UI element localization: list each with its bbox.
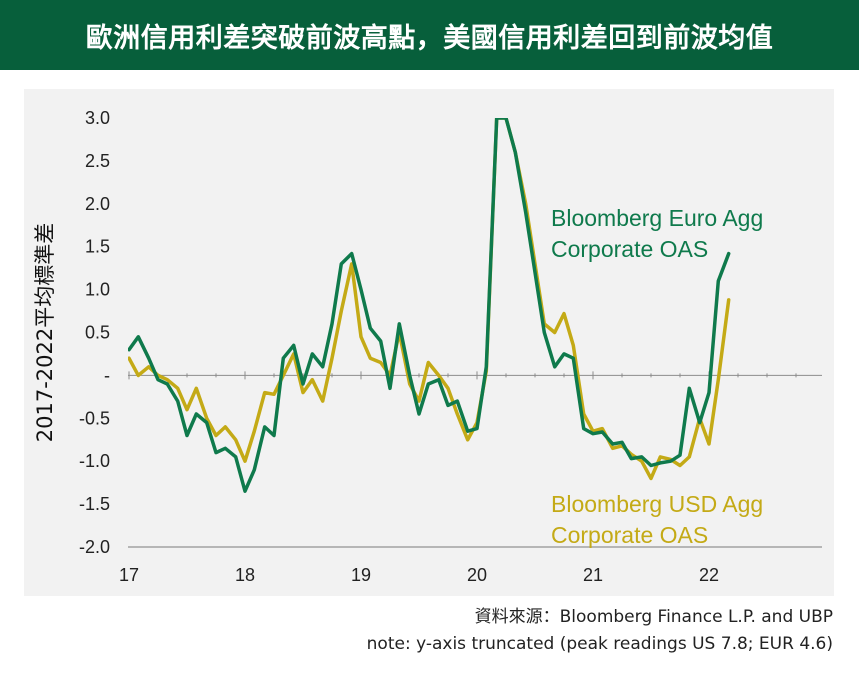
- y-axis-label: 2017-2022平均標準差: [33, 223, 57, 442]
- x-tick-label: 18: [235, 565, 255, 585]
- page-title: 歐洲信用利差突破前波高點，美國信用利差回到前波均值: [85, 22, 774, 54]
- y-tick-label: -1.5: [79, 494, 110, 514]
- axes-layer: 3.0 2.5 2.0 1.5 1.0 0.5 - -0.5 -1.0 -1.5 -2.0 17 18 1…: [33, 108, 822, 585]
- x-tick-label: 20: [467, 565, 487, 585]
- truncation-note: note: y-axis truncated (peak readings US…: [366, 634, 833, 654]
- series-label-line: Corporate OAS: [551, 236, 708, 262]
- y-tick-label: 0.5: [85, 323, 110, 343]
- y-tick-label: -1.0: [79, 451, 110, 471]
- chart-panel: 3.0 2.5 2.0 1.5 1.0 0.5 - -0.5 -1.0 -1.5 -2.0 17 18 1…: [24, 89, 834, 596]
- source-note: 資料來源：Bloomberg Finance L.P. and UBP: [474, 607, 833, 627]
- spread-line-chart: 3.0 2.5 2.0 1.5 1.0 0.5 - -0.5 -1.0 -1.5 -2.0 17 18 1…: [33, 108, 822, 585]
- y-tick-label: 1.0: [85, 280, 110, 300]
- x-tick-label: 19: [351, 565, 371, 585]
- series-label-euro: Bloomberg Euro Agg Corporate OAS: [551, 205, 763, 262]
- x-tick-label: 22: [699, 565, 719, 585]
- y-tick-label: 2.0: [85, 194, 110, 214]
- series-label-line: Bloomberg USD Agg: [551, 491, 763, 517]
- chart-footer: 資料來源：Bloomberg Finance L.P. and UBP note…: [367, 604, 833, 658]
- series-layer: [128, 118, 731, 493]
- y-tick-label: -: [104, 365, 110, 385]
- y-tick-label: -0.5: [79, 408, 110, 428]
- series-label-usd: Bloomberg USD Agg Corporate OAS: [551, 491, 763, 548]
- series-label-line: Bloomberg Euro Agg: [551, 205, 763, 231]
- y-tick-label: -2.0: [79, 537, 110, 557]
- series-line-euro: [128, 118, 731, 493]
- series-label-line: Corporate OAS: [551, 522, 708, 548]
- x-tick-label: 21: [583, 565, 603, 585]
- header-banner: 歐洲信用利差突破前波高點，美國信用利差回到前波均值: [0, 0, 859, 70]
- labels-layer: Bloomberg Euro Agg Corporate OASBloomberg…: [551, 205, 763, 548]
- y-tick-label: 2.5: [85, 151, 110, 171]
- series-line-usd: [128, 118, 731, 481]
- y-tick-label: 3.0: [85, 108, 110, 128]
- y-tick-label: 1.5: [85, 237, 110, 257]
- x-tick-label: 17: [119, 565, 139, 585]
